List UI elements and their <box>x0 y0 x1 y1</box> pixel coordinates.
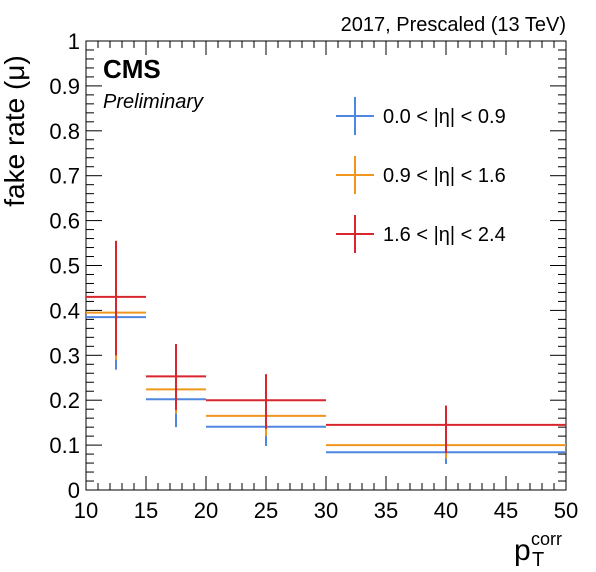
y-tick-label: 0.1 <box>49 433 80 458</box>
data-point <box>86 240 146 356</box>
axis-ticks <box>85 40 567 491</box>
x-tick-label: 20 <box>194 498 218 523</box>
y-tick-label: 0.6 <box>49 209 80 234</box>
series-layer <box>86 240 566 464</box>
y-tick-label: 1 <box>68 29 80 54</box>
data-point <box>326 405 566 454</box>
y-tick-label: 0.3 <box>49 343 80 368</box>
legend-label: 1.6 < |η| < 2.4 <box>383 224 506 246</box>
data-point <box>206 374 326 429</box>
x-axis-title-main: p <box>514 534 531 567</box>
x-tick-label: 30 <box>314 498 338 523</box>
x-axis-title-sup: corr <box>531 529 562 549</box>
y-tick-label: 0.8 <box>49 119 80 144</box>
legend-item: 0.0 < |η| < 0.9 <box>336 97 506 135</box>
x-tick-label: 25 <box>254 498 278 523</box>
y-axis-title: fake rate (μ) <box>0 55 30 207</box>
top-right-label: 2017, Prescaled (13 TeV) <box>341 14 566 36</box>
y-tick-label: 0.9 <box>49 74 80 99</box>
x-tick-label: 45 <box>494 498 518 523</box>
y-tick-label: 0.7 <box>49 164 80 189</box>
y-tick-label: 0.5 <box>49 254 80 279</box>
data-point <box>146 344 206 411</box>
series-2 <box>86 296 566 459</box>
legend: 0.0 < |η| < 0.9 0.9 < |η| < 1.6 1.6 < |η| … <box>336 97 506 253</box>
legend-label: 0.0 < |η| < 0.9 <box>383 106 506 128</box>
x-tick-label: 15 <box>134 498 158 523</box>
x-axis-title-sub: T <box>532 549 544 571</box>
status-label: Preliminary <box>103 91 204 113</box>
y-tick-labels: 0 0.1 0.2 0.3 0.4 0.5 0.6 0.7 0.8 0.9 1 <box>49 29 80 503</box>
x-tick-label: 10 <box>74 498 98 523</box>
y-tick-label: 0.4 <box>49 298 80 323</box>
series-3 <box>86 240 566 454</box>
x-tick-label: 50 <box>554 498 578 523</box>
legend-label: 0.9 < |η| < 1.6 <box>383 165 506 187</box>
legend-item: 0.9 < |η| < 1.6 <box>336 156 506 194</box>
y-tick-label: 0.2 <box>49 388 80 413</box>
x-tick-labels: 10 15 20 25 30 35 40 45 50 <box>74 498 578 523</box>
x-axis-title: p <box>514 534 531 567</box>
legend-item: 1.6 < |η| < 2.4 <box>336 215 506 253</box>
x-tick-label: 35 <box>374 498 398 523</box>
y-tick-label: 0 <box>68 478 80 503</box>
x-tick-label: 40 <box>434 498 458 523</box>
experiment-label: CMS <box>103 54 161 84</box>
